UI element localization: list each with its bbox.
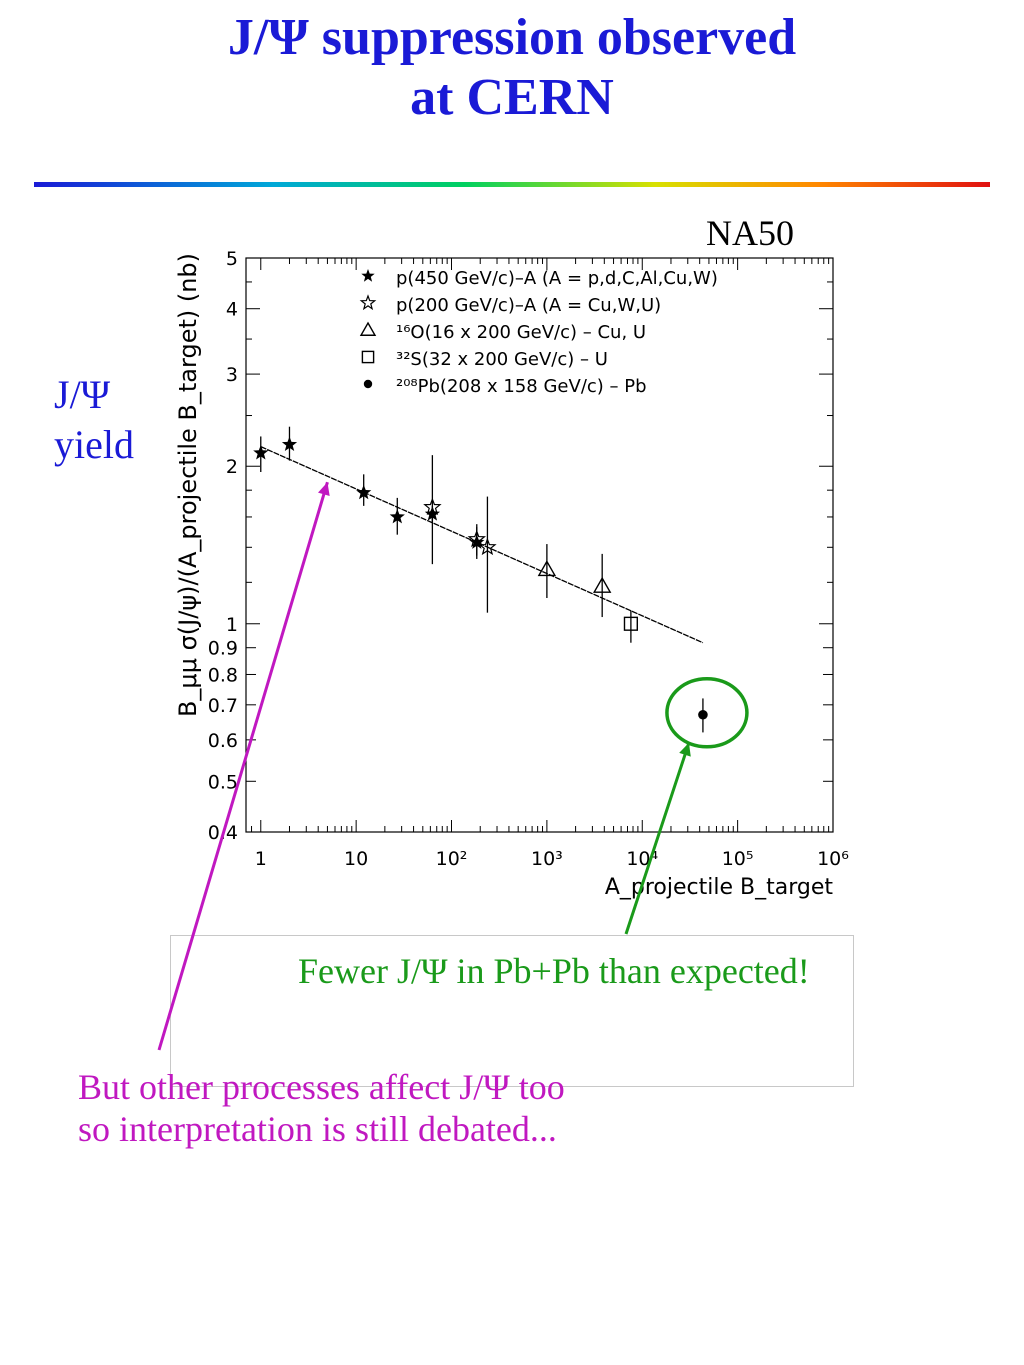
data-point — [698, 709, 708, 720]
legend-entry: p(450 GeV/c)–A (A = p,d,C,Al,Cu,W) — [396, 268, 718, 289]
plot-frame — [245, 257, 834, 833]
pbpb-arrow-head — [679, 742, 691, 757]
data-point — [356, 484, 372, 500]
x-tick-label: 10⁵ — [722, 848, 754, 870]
legend-marker — [361, 269, 375, 282]
legend-entry: ¹⁶O(16 x 200 GeV/c) – Cu, U — [396, 322, 646, 343]
pbpb-annotation: Fewer J/Ψ in Pb+Pb than expected! — [298, 951, 810, 991]
title-line-2: at CERN — [410, 69, 614, 126]
y-tick-label: 2 — [226, 456, 238, 478]
legend-marker — [359, 294, 377, 311]
legend-entry: ³²S(32 x 200 GeV/c) – U — [396, 349, 608, 370]
data-point — [253, 445, 269, 460]
debate-line-2: so interpretation is still debated... — [78, 1109, 557, 1149]
x-tick-label: 1 — [255, 848, 267, 870]
jpsi-yield-label: J/Ψ yield — [54, 370, 134, 470]
legend-marker — [359, 321, 377, 336]
y-tick-label: 0.6 — [208, 730, 238, 752]
y-tick-label: 0.8 — [208, 664, 238, 686]
y-tick-label: 0.7 — [208, 695, 238, 717]
page-title: J/Ψ suppression observed at CERN — [0, 8, 1024, 128]
x-tick-label: 10³ — [531, 848, 563, 870]
legend-marker — [363, 379, 373, 389]
y-tick-label: 4 — [226, 299, 238, 321]
y-tick-label: 1 — [226, 614, 238, 636]
x-tick-label: 10 — [344, 848, 368, 870]
debate-annotation: But other processes affect J/Ψ too so in… — [78, 1066, 565, 1150]
experiment-label: NA50 — [706, 213, 794, 253]
legend-entry: p(200 GeV/c)–A (A = Cu,W,U) — [396, 295, 661, 316]
y-tick-label: 0.9 — [208, 638, 238, 660]
rainbow-divider — [34, 182, 990, 187]
pbpb-arrow — [624, 742, 691, 935]
legend-marker — [361, 350, 375, 364]
data-point — [623, 616, 638, 631]
data-point — [537, 560, 557, 577]
y-axis-title: B_μμ σ(J/ψ)/(A_projectile B_target) (nb) — [174, 253, 202, 717]
fitline-arrow-head — [318, 482, 330, 497]
data-point — [281, 436, 298, 451]
y-tick-label: 5 — [226, 248, 238, 270]
x-tick-label: 10⁴ — [626, 848, 658, 870]
legend-entry: ²⁰⁸Pb(208 x 158 GeV/c) – Pb — [396, 376, 647, 397]
data-point — [423, 497, 442, 516]
fitline-arrow — [157, 481, 329, 1051]
x-tick-label: 10² — [436, 848, 468, 870]
y-tick-label: 0.5 — [208, 771, 238, 793]
data-point — [389, 508, 405, 524]
side-label-line-2: yield — [54, 422, 134, 467]
data-point — [467, 529, 487, 548]
data-point — [592, 576, 612, 593]
title-line-1: J/Ψ suppression observed — [227, 9, 797, 66]
debate-line-1: But other processes affect J/Ψ too — [78, 1067, 565, 1107]
y-tick-label: 3 — [226, 364, 238, 386]
x-tick-label: 10⁶ — [817, 848, 849, 870]
data-point — [478, 537, 497, 556]
pbpb-highlight-circle — [665, 677, 749, 749]
side-label-line-1: J/Ψ — [54, 372, 111, 417]
